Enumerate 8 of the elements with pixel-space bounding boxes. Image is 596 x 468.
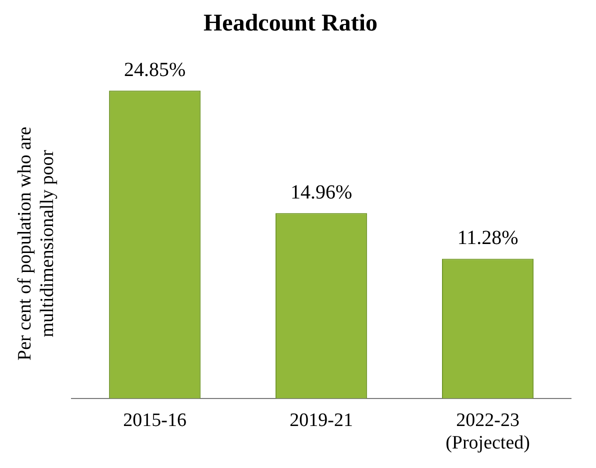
- y-axis-title: Per cent of population who are multidimensionally poor: [14, 126, 58, 360]
- data-label: 24.85%: [124, 58, 186, 81]
- x-tick-label: 2019-21: [290, 410, 353, 431]
- data-label: 11.28%: [457, 226, 518, 249]
- data-label: 14.96%: [290, 181, 352, 204]
- chart-title: Headcount Ratio: [204, 10, 378, 37]
- x-tick-label: 2015-16: [123, 410, 186, 431]
- x-tick-label: 2022-23 (Projected): [446, 410, 530, 454]
